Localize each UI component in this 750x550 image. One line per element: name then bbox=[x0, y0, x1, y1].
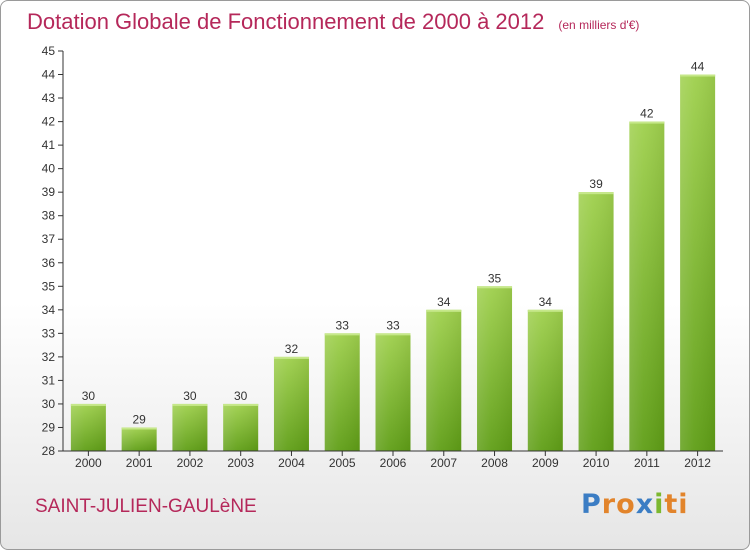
bar-top-edge bbox=[70, 403, 106, 406]
y-tick-label: 44 bbox=[42, 68, 56, 82]
bar-highlight bbox=[324, 333, 360, 451]
bar-value-label: 30 bbox=[82, 389, 96, 403]
bar-value-label: 39 bbox=[589, 177, 603, 191]
y-tick-label: 35 bbox=[42, 279, 56, 293]
y-tick-label: 40 bbox=[42, 162, 56, 176]
bar-highlight bbox=[477, 286, 513, 451]
x-tick-label: 2005 bbox=[329, 456, 356, 470]
bar-value-label: 30 bbox=[234, 389, 248, 403]
chart-title-text: Dotation Globale de Fonctionnement de 20… bbox=[27, 9, 545, 34]
bar-value-label: 33 bbox=[386, 318, 400, 332]
bar-highlight bbox=[527, 309, 563, 451]
bar-highlight bbox=[70, 403, 106, 451]
y-tick-label: 36 bbox=[42, 256, 56, 270]
logo-letter: P bbox=[581, 489, 602, 520]
y-tick-label: 33 bbox=[42, 326, 56, 340]
bar-highlight bbox=[172, 403, 208, 451]
bar-top-edge bbox=[578, 192, 614, 195]
y-tick-label: 43 bbox=[42, 91, 56, 105]
bar-highlight bbox=[223, 403, 259, 451]
bar-highlight bbox=[578, 192, 614, 452]
x-tick-label: 2011 bbox=[634, 456, 660, 470]
bar-value-label: 34 bbox=[437, 295, 451, 309]
logo-letter: x bbox=[635, 489, 655, 520]
y-tick-label: 41 bbox=[42, 138, 56, 152]
chart-subtitle: (en milliers d'€) bbox=[558, 18, 640, 32]
x-axis: 2000 2001 2002 2003 2004 2005 2006 2007 2008 2009… bbox=[63, 450, 723, 470]
bar-top-edge bbox=[375, 333, 411, 336]
bar-highlight bbox=[121, 427, 157, 451]
bar-highlight bbox=[375, 333, 411, 451]
bar-value-label: 30 bbox=[183, 389, 197, 403]
bar-value-label: 34 bbox=[539, 295, 553, 309]
logo-letter: i bbox=[654, 489, 665, 520]
bar-value-label: 42 bbox=[640, 107, 654, 121]
y-tick-label: 42 bbox=[42, 115, 56, 129]
bar-highlight bbox=[629, 121, 665, 452]
y-tick-label: 31 bbox=[42, 373, 56, 387]
bar-value-label: 33 bbox=[336, 318, 350, 332]
x-tick-label: 2001 bbox=[126, 456, 153, 470]
bars-group: 30 29 30 30 32 33 33 34 35 34 39 42 44 bbox=[70, 60, 716, 452]
bar-top-edge bbox=[527, 309, 563, 312]
municipality-name: SAINT-JULIEN-GAULèNE bbox=[35, 496, 257, 517]
bar-top-edge bbox=[324, 333, 360, 336]
logo-letter: o bbox=[616, 489, 636, 520]
bar-highlight bbox=[680, 74, 716, 451]
bar-value-label: 35 bbox=[488, 271, 502, 285]
logo-letter: ti bbox=[664, 489, 689, 520]
x-tick-label: 2008 bbox=[481, 456, 508, 470]
y-tick-label: 32 bbox=[42, 350, 56, 364]
logo-letter: r bbox=[601, 489, 617, 520]
x-tick-label: 2012 bbox=[684, 456, 711, 470]
x-tick-label: 2000 bbox=[75, 456, 102, 470]
y-tick-label: 34 bbox=[42, 303, 56, 317]
x-tick-label: 2004 bbox=[278, 456, 305, 470]
bar-top-edge bbox=[477, 286, 513, 289]
x-tick-label: 2006 bbox=[380, 456, 407, 470]
bar-value-label: 29 bbox=[132, 412, 146, 426]
x-tick-label: 2009 bbox=[532, 456, 559, 470]
x-tick-label: 2002 bbox=[177, 456, 204, 470]
x-tick-label: 2003 bbox=[227, 456, 254, 470]
y-tick-label: 30 bbox=[42, 397, 56, 411]
bar-top-edge bbox=[680, 74, 716, 77]
y-tick-label: 28 bbox=[42, 444, 56, 458]
y-tick-label: 37 bbox=[42, 232, 56, 246]
bar-highlight bbox=[273, 356, 309, 451]
bar-top-edge bbox=[273, 356, 309, 359]
bar-value-label: 32 bbox=[285, 342, 299, 356]
proxiti-logo[interactable]: Proxiti bbox=[581, 489, 689, 520]
bar-top-edge bbox=[426, 309, 462, 312]
bar-top-edge bbox=[629, 121, 665, 124]
y-tick-label: 39 bbox=[42, 185, 56, 199]
bar-top-edge bbox=[121, 427, 157, 430]
y-tick-label: 45 bbox=[42, 44, 56, 58]
bar-value-label: 44 bbox=[691, 60, 705, 74]
bar-highlight bbox=[426, 309, 462, 451]
bar-top-edge bbox=[172, 403, 208, 406]
x-tick-label: 2010 bbox=[583, 456, 610, 470]
chart-title: Dotation Globale de Fonctionnement de 20… bbox=[27, 9, 639, 35]
y-axis: 28 29 30 31 32 33 34 35 36 37 38 39 40 41 42 43 44 45 bbox=[42, 44, 64, 458]
bar-top-edge bbox=[223, 403, 259, 406]
x-tick-label: 2007 bbox=[430, 456, 457, 470]
y-tick-label: 38 bbox=[42, 209, 56, 223]
y-tick-label: 29 bbox=[42, 420, 56, 434]
